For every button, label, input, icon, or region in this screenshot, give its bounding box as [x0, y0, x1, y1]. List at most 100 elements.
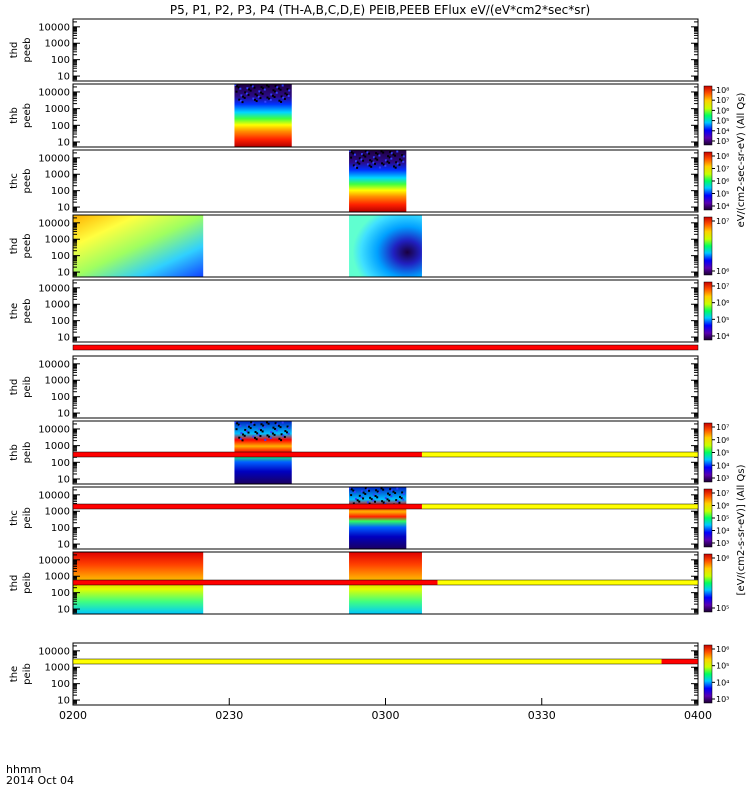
- spectrogram-speckle: [369, 159, 372, 162]
- spectrogram-speckle: [242, 433, 245, 436]
- y-tick-label: 10000: [38, 22, 70, 33]
- mode-bar-segment: [437, 580, 698, 585]
- colorbar-tick-label: 10⁵: [716, 604, 729, 613]
- spectrogram-speckle: [249, 427, 252, 430]
- spectrogram-speckle: [356, 161, 359, 164]
- spectrogram-speckle: [251, 85, 254, 88]
- colorbar-tick-label: 10⁴: [716, 461, 729, 470]
- spectrogram-speckle: [375, 152, 378, 155]
- mode-bar-segment: [421, 504, 698, 509]
- y-tick-label: 10: [57, 333, 70, 344]
- spectrogram-speckle: [396, 487, 399, 490]
- colorbar-tick-label: 10⁵: [716, 662, 729, 671]
- panel-product-label: peib: [22, 663, 33, 685]
- colorbars-layer: 10³10⁴10⁵10⁶10⁷10⁸10⁴10⁵10⁶10⁷10⁸10⁶10⁷1…: [703, 85, 729, 704]
- spectrogram-speckle: [236, 85, 239, 88]
- spectrogram-speckle: [390, 157, 393, 160]
- x-tick-label: 0300: [372, 709, 400, 722]
- panel-frame: [72, 279, 699, 343]
- spectrogram-speckle: [263, 425, 266, 428]
- spectrogram-speckle: [381, 162, 384, 165]
- colorbar-tick-label: 10⁷: [716, 165, 729, 174]
- footer-time-label: hhmm: [6, 763, 41, 776]
- spectrogram-speckle: [260, 423, 263, 426]
- spectrogram-speckle: [388, 156, 391, 159]
- spectrogram-speckle: [240, 432, 243, 435]
- colorbar-tick-label: 10⁶: [716, 177, 729, 186]
- spectrogram-speckle: [396, 162, 399, 165]
- spectrogram-speckle: [394, 492, 397, 495]
- spectrogram-speckle: [390, 489, 393, 492]
- mode-bar: [72, 451, 699, 458]
- y-tick-label: 1000: [45, 104, 70, 115]
- spectrogram-speckle: [378, 166, 381, 169]
- colorbar-tick-label: 10³: [716, 695, 729, 704]
- spectrogram-speckle: [257, 433, 260, 436]
- colorbar-tick-label: 10⁸: [716, 152, 729, 161]
- spectrogram-speckle: [259, 429, 262, 432]
- y-tick-label: 100: [51, 588, 70, 599]
- mode-bar: [72, 344, 699, 351]
- spectrogram-speckle: [366, 488, 369, 491]
- colorbar-tick-label: 10⁵: [716, 514, 729, 523]
- spectrogram-speckle: [281, 421, 284, 424]
- y-tick-label: 10: [57, 203, 70, 214]
- spectrogram-speckle: [246, 87, 249, 90]
- spectrogram-speckle: [248, 425, 251, 428]
- spectrogram-speckle: [270, 93, 273, 96]
- spectrogram-speckle: [272, 89, 275, 92]
- spectrogram-speckle: [269, 98, 272, 101]
- y-tick-label: 10000: [38, 87, 70, 98]
- spectrogram-speckle: [386, 160, 389, 163]
- panel-probe-label: thd: [9, 42, 20, 59]
- spectrogram-speckle: [358, 494, 361, 497]
- mode-bar-segment: [73, 659, 662, 664]
- spectrogram-speckle: [254, 93, 257, 96]
- colorbar-gradient: [703, 216, 713, 276]
- spectrogram-speckle: [368, 152, 371, 155]
- spectrogram-speckle: [388, 499, 391, 502]
- spectrogram-speckle: [358, 162, 361, 165]
- colorbar-tick-label: 10⁴: [716, 678, 729, 687]
- y-tick-label: 1000: [45, 170, 70, 181]
- spectrogram-speckle: [267, 85, 270, 88]
- y-tick-label: 100: [51, 186, 70, 197]
- panel-thb-peeb: 10 100 1000 10000 thb peeb: [9, 83, 699, 148]
- spectrogram-speckle: [286, 425, 289, 428]
- y-tick-label: 1000: [45, 441, 70, 452]
- spectrogram-speckle: [287, 94, 290, 97]
- spectrogram-speckle: [261, 92, 264, 95]
- spectrogram-speckle: [239, 99, 242, 102]
- colorbar-tick-label: 10⁶: [716, 267, 729, 276]
- panel-thd-peeb: 10 100 1000 10000 thd peeb: [9, 214, 699, 279]
- y-tick-label: 10: [57, 268, 70, 279]
- spectrogram-speckle: [370, 160, 373, 163]
- spectrogram-speckle: [255, 100, 258, 103]
- spectrogram-speckle: [274, 427, 277, 430]
- spectrogram-speckle: [384, 497, 387, 500]
- spectrogram-speckle: [237, 86, 240, 89]
- spectrogram-speckle: [349, 487, 352, 489]
- spectrogram-speckle: [388, 161, 391, 164]
- y-tick-label: 100: [51, 55, 70, 66]
- colorbar-tick-label: 10⁶: [716, 299, 729, 308]
- spectrogram-speckle: [396, 150, 399, 153]
- spectrogram-speckle: [384, 159, 387, 162]
- spectrogram-speckle: [235, 428, 238, 431]
- spectrogram-speckle: [253, 423, 256, 426]
- mode-bar-segment: [661, 659, 698, 664]
- spectrogram-speckle: [364, 150, 367, 153]
- y-tick-label: 10000: [38, 218, 70, 229]
- spectrogram-speckle: [402, 160, 405, 163]
- spectrogram-speckle: [382, 151, 385, 154]
- spectrogram-speckle: [378, 491, 381, 494]
- spectrogram-speckle: [381, 500, 384, 503]
- colorbar-gradient: [703, 644, 713, 704]
- panel-product-label: peeb: [22, 38, 33, 63]
- spectrogram-speckle: [360, 158, 363, 161]
- spectrogram-speckle: [370, 498, 373, 501]
- spectrogram-speckle: [276, 86, 279, 89]
- colorbar-tick-label: 10⁴: [716, 127, 729, 136]
- spectrogram-speckle: [366, 163, 369, 166]
- spectrogram-speckle: [352, 152, 355, 155]
